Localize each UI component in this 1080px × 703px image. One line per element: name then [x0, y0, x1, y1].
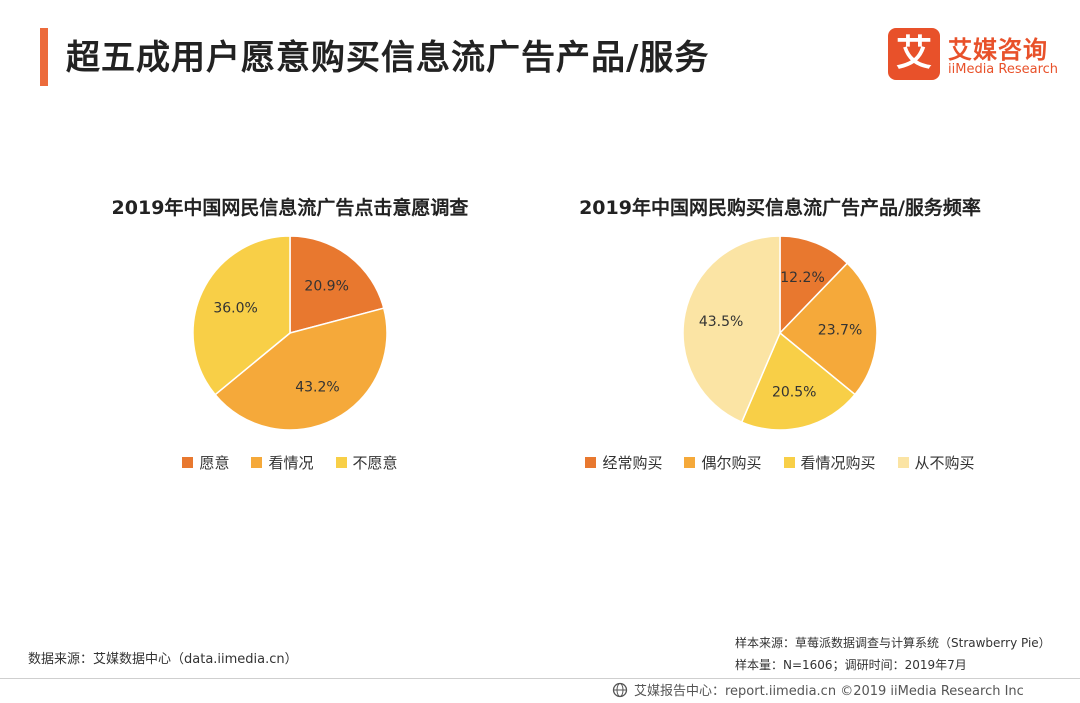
- pie-svg: 12.2% 23.7% 20.5% 43.5%: [682, 235, 878, 431]
- title-accent-bar: [40, 28, 48, 86]
- pie-chart-purchase-frequency: 2019年中国网民购买信息流广告产品/服务频率 12.2% 23.7% 20.5% 4…: [545, 188, 1015, 473]
- slice-value-label: 20.9%: [304, 278, 348, 294]
- sample-size: 样本量：N=1606；调研时间：2019年7月: [735, 658, 967, 672]
- footer-text: 艾媒报告中心：report.iimedia.cn ©2019 iiMedia R…: [634, 684, 1024, 699]
- pie-slice-2: [214, 307, 388, 431]
- chart-legend: 愿意 看情况 不愿意: [60, 452, 520, 473]
- pie-slice-3: [192, 235, 291, 396]
- legend-swatch: [684, 457, 696, 468]
- logo-english-name: iiMedia Research: [948, 62, 1059, 77]
- legend-swatch: [897, 457, 909, 468]
- footer-bar: 艾媒报告中心：report.iimedia.cn ©2019 iiMedia R…: [612, 680, 1024, 699]
- legend-swatch: [182, 457, 194, 468]
- legend-item: 看情况: [251, 452, 314, 473]
- globe-icon: [612, 682, 628, 697]
- legend-label: 经常购买: [602, 454, 663, 472]
- slice-value-label: 43.2%: [295, 380, 339, 396]
- data-source-note: 数据来源：艾媒数据中心（data.iimedia.cn）: [28, 652, 298, 667]
- pie-slice-1: [289, 235, 385, 334]
- legend-label: 看情况: [268, 454, 314, 472]
- legend-swatch: [251, 457, 263, 468]
- sample-info: 样本来源：草莓派数据调查与计算系统（Strawberry Pie） 样本量：N=…: [735, 632, 1051, 676]
- legend-item: 从不购买: [897, 452, 975, 473]
- legend-item: 愿意: [182, 452, 229, 473]
- page-title: 超五成用户愿意购买信息流广告产品/服务: [66, 38, 710, 78]
- legend-item: 看情况购买: [783, 452, 876, 473]
- pie-slice-2: [778, 262, 878, 396]
- legend-item: 不愿意: [335, 452, 398, 473]
- pie-chart-click-willingness: 2019年中国网民信息流广告点击意愿调查 20.9% 43.2% 36.0% 愿意 看…: [60, 188, 520, 473]
- legend-label: 愿意: [199, 454, 230, 472]
- chart-legend: 经常购买 偶尔购买 看情况购买 从不购买: [545, 452, 1015, 473]
- footer-divider: [0, 678, 1080, 679]
- iimedia-logo: 艾 艾媒咨询 iiMedia Research: [888, 28, 1068, 84]
- slice-value-label: 23.7%: [818, 323, 862, 339]
- slice-value-label: 36.0%: [213, 300, 257, 316]
- logo-chinese-name: 艾媒咨询: [948, 36, 1048, 64]
- legend-label: 偶尔购买: [701, 454, 762, 472]
- legend-label: 不愿意: [352, 454, 398, 472]
- legend-item: 经常购买: [585, 452, 662, 473]
- legend-label: 看情况购买: [800, 454, 876, 472]
- slice-value-label: 12.2%: [780, 270, 824, 286]
- pie-slice-4: [682, 235, 781, 424]
- slice-value-label: 20.5%: [772, 384, 816, 400]
- slice-value-label: 43.5%: [699, 314, 743, 330]
- pie-slice-1: [779, 235, 849, 335]
- legend-swatch: [585, 457, 597, 468]
- chart-title: 2019年中国网民信息流广告点击意愿调查: [111, 197, 469, 219]
- chart-title: 2019年中国网民购买信息流广告产品/服务频率: [579, 197, 981, 219]
- legend-swatch: [335, 457, 347, 468]
- pie-svg: 20.9% 43.2% 36.0%: [192, 235, 388, 431]
- sample-source: 样本来源：草莓派数据调查与计算系统（Strawberry Pie）: [735, 636, 1051, 650]
- logo-mark: 艾: [888, 28, 940, 80]
- legend-label: 从不购买: [914, 454, 975, 472]
- legend-item: 偶尔购买: [684, 452, 762, 473]
- legend-swatch: [783, 457, 795, 468]
